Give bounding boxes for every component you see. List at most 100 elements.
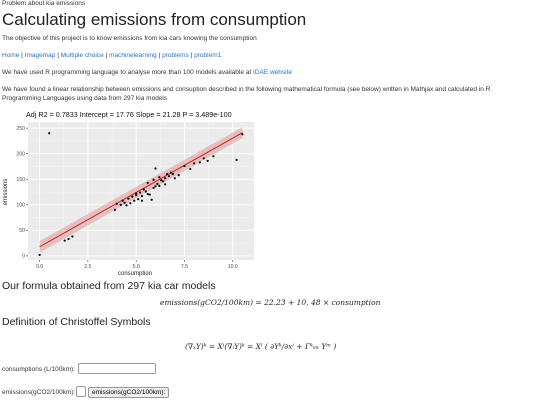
christoffel-heading: Definition of Christoffel Symbols <box>2 316 151 328</box>
data-source-paragraph: We have used R programming language to a… <box>2 69 292 76</box>
x-tick-label: 2.5 <box>84 264 91 270</box>
top-note: Problem about kia emissions <box>2 0 86 7</box>
emissions-formula: emissions(gCO2/100km) = 22.23 + 10, 48 ×… <box>160 298 381 307</box>
data-point <box>48 132 51 135</box>
data-point <box>150 198 153 201</box>
x-tick-label: 7.5 <box>181 264 188 270</box>
data-point <box>202 157 205 160</box>
nav-problems-link[interactable]: problems <box>162 52 189 59</box>
data-point <box>235 158 238 161</box>
nav-home-link[interactable]: Home <box>2 52 20 59</box>
data-point <box>156 182 159 185</box>
regression-line <box>39 132 243 248</box>
y-tick-label: 50 <box>19 228 25 234</box>
data-point <box>146 192 149 196</box>
data-point <box>164 183 167 186</box>
data-point <box>169 171 173 174</box>
data-point <box>131 195 134 198</box>
data-point <box>140 199 144 202</box>
y-tick-labels: 0 50 100 150 200 250 <box>16 126 28 260</box>
data-point <box>129 202 132 205</box>
nav-machinelearning-link[interactable]: machinelearning <box>109 52 157 59</box>
data-point <box>152 178 155 181</box>
y-axis-label: emissions <box>3 179 9 206</box>
data-point <box>115 202 118 205</box>
data-point <box>206 159 209 162</box>
data-point <box>67 237 70 241</box>
consumption-input[interactable] <box>78 363 156 374</box>
data-source-text: We have used R programming language to a… <box>2 69 252 76</box>
page-title: Calculating emissions from consumption <box>2 10 307 29</box>
nav-bar: Home | Imagemap | Multiple choice | mach… <box>2 52 221 59</box>
plot-panel <box>28 122 254 260</box>
data-point <box>183 164 186 168</box>
relationship-paragraph: We have found a linear relationship betw… <box>2 86 491 102</box>
data-point <box>71 235 74 238</box>
data-point <box>171 173 174 176</box>
data-point <box>198 161 202 164</box>
data-point <box>135 193 138 197</box>
data-point <box>167 175 171 178</box>
data-points <box>38 132 244 256</box>
data-point <box>140 195 144 198</box>
y-tick-label: 0 <box>22 254 25 260</box>
data-point <box>158 176 161 179</box>
data-point <box>127 197 130 200</box>
data-point <box>142 188 145 191</box>
data-point <box>173 177 176 180</box>
nav-multiple-choice-link[interactable]: Multiple choice <box>60 52 104 59</box>
nav-imagemap-link[interactable]: Imagemap <box>24 52 56 59</box>
x-tick-label: 5.0 <box>133 264 140 270</box>
nav-separator: | <box>21 52 23 59</box>
data-point <box>137 198 140 201</box>
fit-line <box>39 132 243 248</box>
calculate-emissions-button[interactable]: emissions(gCO2/100km): <box>88 387 170 398</box>
x-tick-labels: 0.0 2.5 5.0 7.5 10.0 <box>36 260 238 270</box>
data-point <box>138 191 142 194</box>
x-axis-label: consumption <box>118 271 152 277</box>
christoffel-formula: (∇ₓY)ᵏ = Xⁱ(∇ᵢY)ᵏ = Xⁱ ( ∂Yᵏ/∂xⁱ + Γᵏᵢₘ … <box>185 342 337 351</box>
nav-separator: | <box>158 52 161 59</box>
nav-separator: | <box>57 52 59 59</box>
data-point <box>113 208 117 212</box>
consumption-label: consumptions (L/100km): <box>2 366 75 373</box>
x-tick-label: 10.0 <box>228 264 238 270</box>
y-tick-label: 150 <box>16 177 25 183</box>
data-point <box>160 179 163 182</box>
data-point <box>119 203 122 206</box>
nav-separator: | <box>105 52 108 59</box>
data-point <box>123 201 126 204</box>
data-point <box>154 185 157 188</box>
data-point <box>152 186 155 190</box>
data-point <box>162 180 165 183</box>
chart-title: Adj R2 = 0.7833 Intercept = 17.76 Slope … <box>26 110 232 119</box>
emissions-output-field[interactable] <box>76 386 86 397</box>
data-point <box>164 177 167 180</box>
nav-problem1-link[interactable]: problem1 <box>194 52 222 59</box>
data-point <box>165 173 169 176</box>
data-point <box>177 174 180 177</box>
emissions-scatter-chart: Adj R2 = 0.7833 Intercept = 17.76 Slope … <box>3 110 254 277</box>
data-point <box>121 199 124 202</box>
data-point <box>241 133 244 136</box>
data-point <box>148 193 151 196</box>
data-point <box>144 190 147 193</box>
x-tick-label: 0.0 <box>36 264 43 270</box>
idae-website-link[interactable]: IDAE website <box>253 69 293 76</box>
data-point <box>146 181 149 184</box>
y-tick-label: 100 <box>16 203 25 209</box>
data-point <box>189 167 192 171</box>
emissions-label: emissions(gCO2/100km): <box>2 389 76 396</box>
data-point <box>212 155 215 158</box>
data-point <box>193 162 196 165</box>
y-tick-label: 250 <box>16 126 25 132</box>
data-point <box>63 239 66 242</box>
objective-text: The objective of this project is to know… <box>2 35 257 42</box>
data-point <box>133 199 136 202</box>
formula-heading: Our formula obtained from 297 kia car mo… <box>2 280 216 292</box>
nav-separator: | <box>190 52 193 59</box>
y-tick-label: 200 <box>16 151 25 157</box>
data-point <box>38 253 41 256</box>
data-point <box>125 204 128 207</box>
data-point <box>158 184 161 187</box>
